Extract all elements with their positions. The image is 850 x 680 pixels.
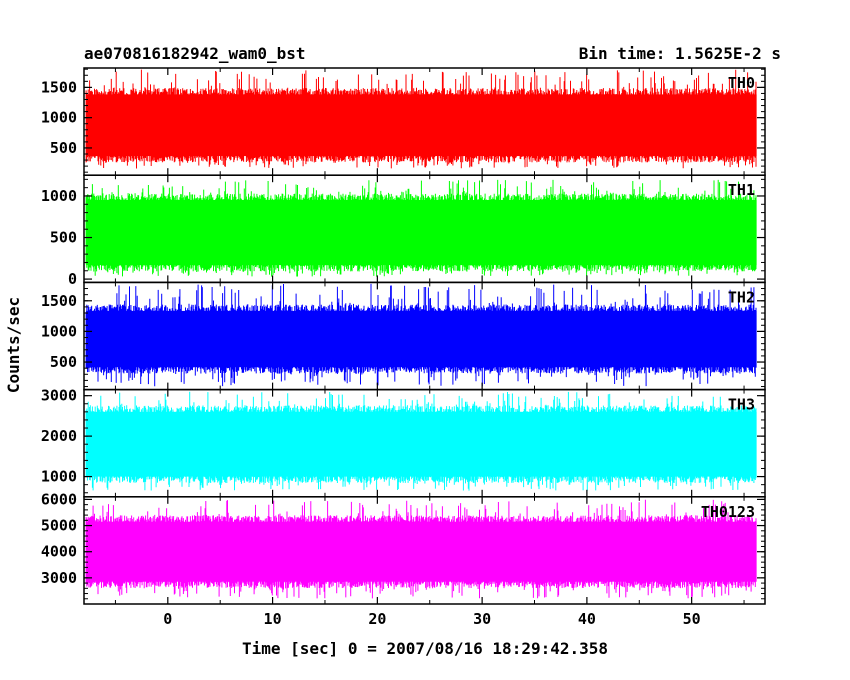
panel-th0123: 3000 4000 5000 6000 TH0123 [41,490,766,605]
panel-label-th3: TH3 [728,396,755,414]
series-th2 [85,283,757,387]
chart-title: ae070816182942_wam0_bst [84,44,306,63]
panel-th3: 1000 2000 3000 TH3 [41,387,766,498]
x-tick-label: 0 [163,610,172,628]
panel-label-th0123: TH0123 [701,503,755,521]
y-tick-label: 3000 [41,569,77,587]
y-tick-label: 1500 [41,78,77,96]
y-tick-label: 1000 [41,468,77,486]
y-tick-label: 6000 [41,490,77,508]
panels-group: 500 1000 1500 TH0 0 500 1000 TH1 500 1000 1500 TH2 1… [41,67,766,605]
y-tick-label: 500 [50,353,77,371]
x-tick-label: 10 [264,610,282,628]
x-tick-label: 20 [368,610,386,628]
x-tick-label: 30 [473,610,491,628]
y-tick-label: 1000 [41,322,77,340]
series-th3 [85,391,757,491]
series-th1 [85,179,757,277]
panel-th0: 500 1000 1500 TH0 [41,67,766,176]
panel-th2: 500 1000 1500 TH2 [41,281,766,391]
y-tick-label: 5000 [41,517,77,535]
panel-label-th2: TH2 [728,288,755,306]
x-axis: 0 10 20 30 40 50 [163,610,700,628]
panel-label-th0: TH0 [728,74,755,92]
x-tick-label: 50 [683,610,701,628]
y-tick-label: 3000 [41,387,77,405]
y-axis-title: Counts/sec [4,297,23,393]
y-tick-label: 2000 [41,427,77,445]
y-tick-label: 1500 [41,292,77,310]
panel-label-th1: TH1 [728,181,755,199]
y-tick-label: 500 [50,229,77,247]
y-tick-label: 0 [68,270,77,288]
y-tick-label: 500 [50,139,77,157]
panel-frame [83,496,766,605]
y-tick-label: 1000 [41,109,77,127]
panel-th1: 0 500 1000 TH1 [41,174,766,288]
y-tick-label: 4000 [41,543,77,561]
series-th0123 [85,499,757,599]
series-th0 [85,69,757,169]
y-tick-label: 1000 [41,187,77,205]
x-tick-label: 40 [578,610,596,628]
bin-time-label: Bin time: 1.5625E-2 s [579,44,781,63]
x-axis-title: Time [sec] 0 = 2007/08/16 18:29:42.358 [242,639,608,658]
